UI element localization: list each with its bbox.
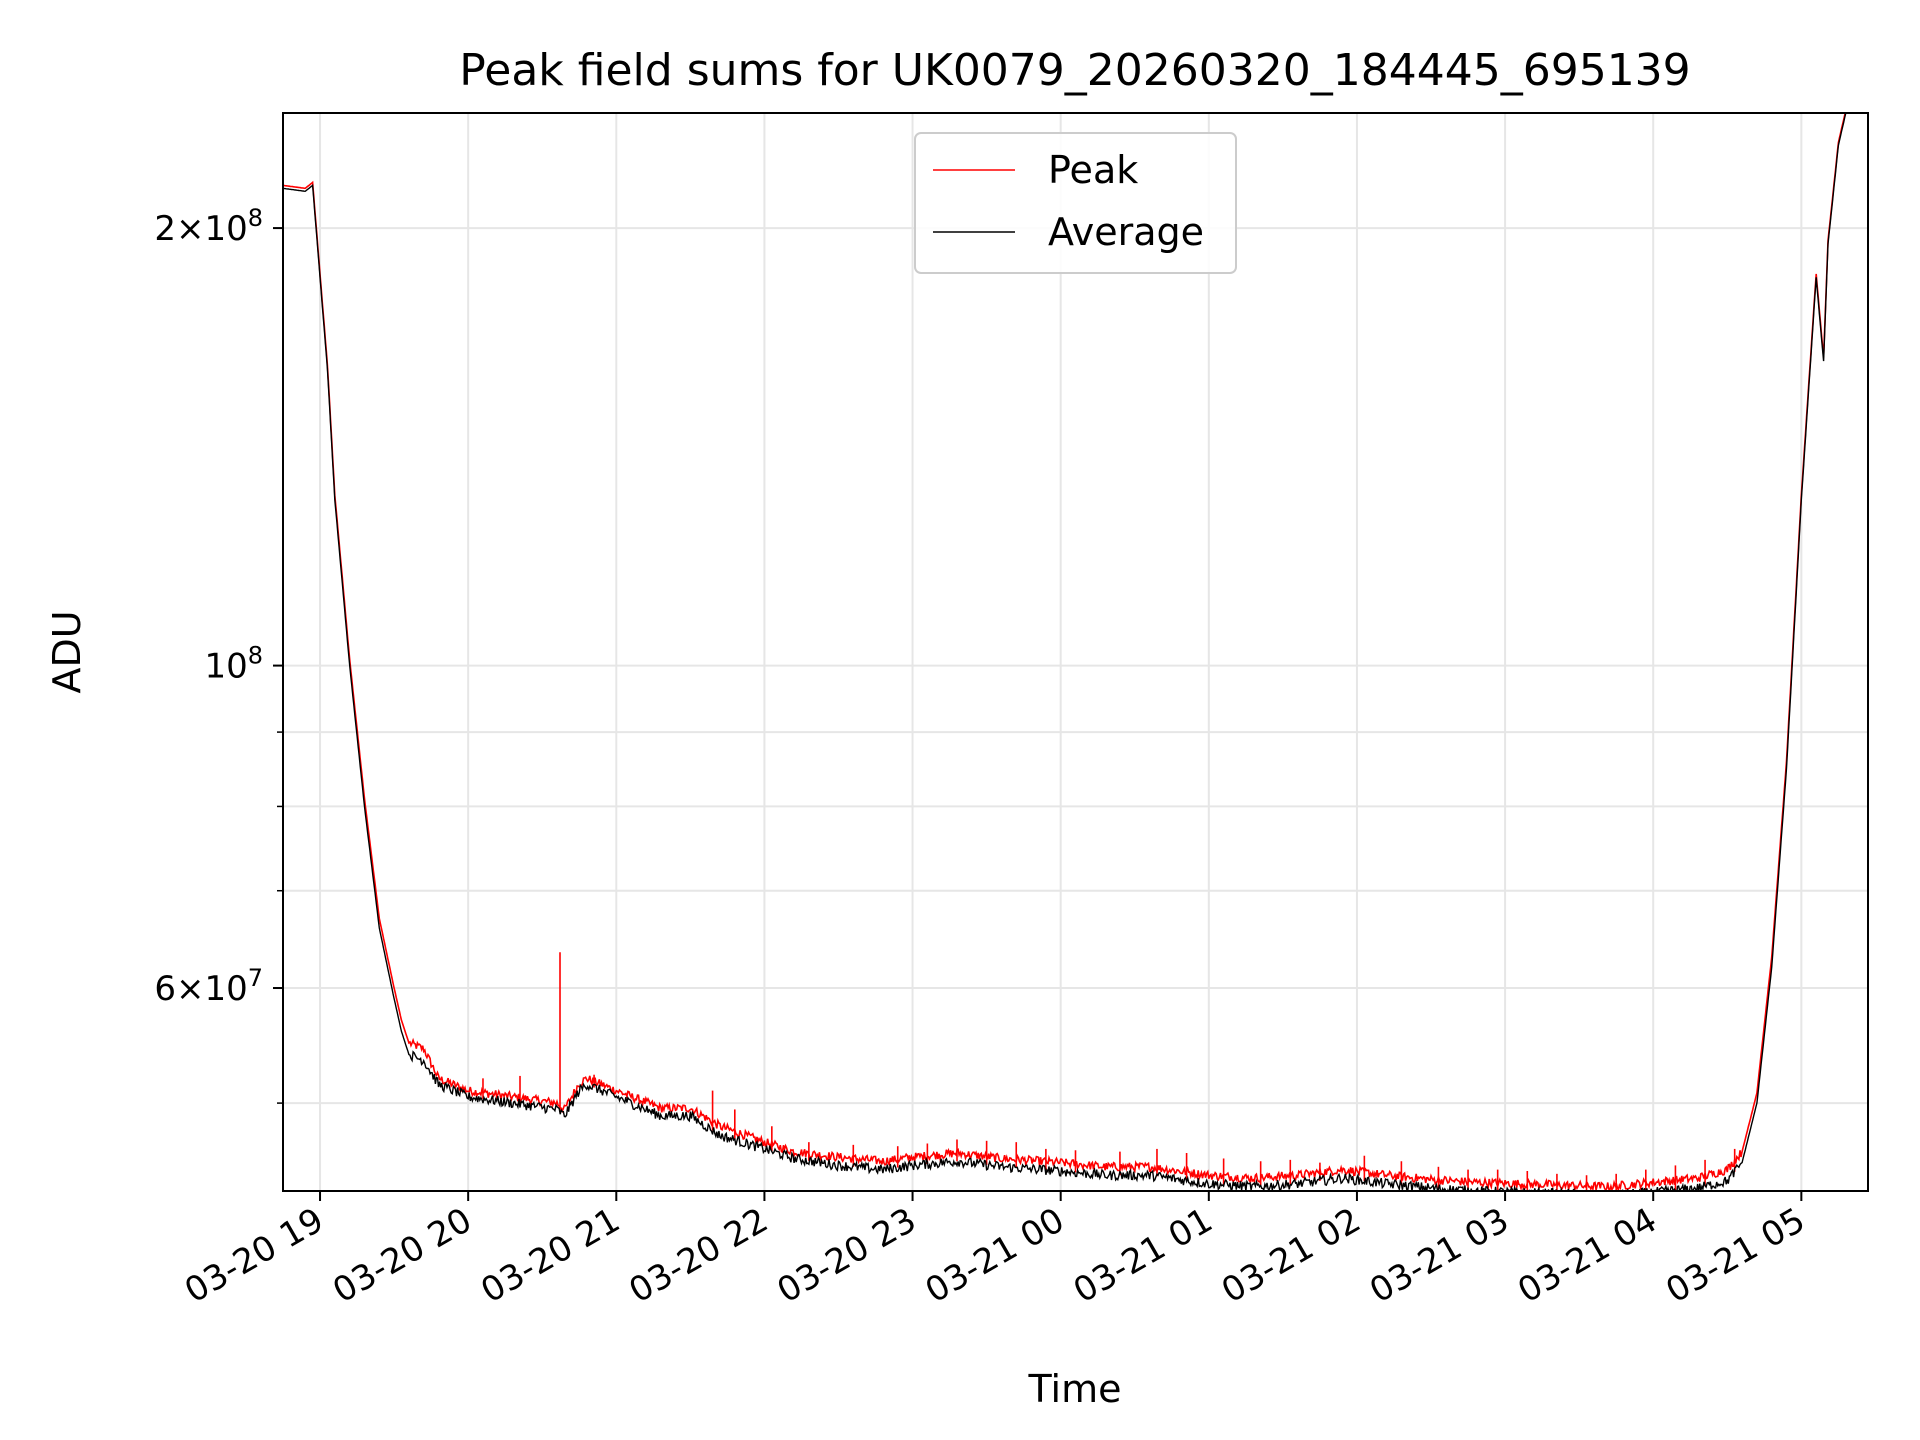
y-tick-label: 6×107 (154, 964, 263, 1009)
legend-average-label: Average (1048, 210, 1204, 254)
axes-frame (282, 112, 1869, 1192)
grid (283, 113, 1868, 1191)
legend-box (914, 132, 1237, 274)
y-tick-label: 2×108 (154, 204, 263, 249)
y-tick-label: 108 (204, 642, 263, 687)
x-axis-label: Time (1028, 1367, 1122, 1411)
plot-area (283, 113, 1848, 1191)
series-line-average (283, 113, 1848, 1191)
chart-title: Peak field sums for UK0079_20260320_1844… (459, 45, 1690, 96)
legend: Peak Average (914, 132, 1237, 274)
legend-peak-label: Peak (1048, 148, 1138, 192)
y-axis-label: ADU (45, 610, 89, 693)
